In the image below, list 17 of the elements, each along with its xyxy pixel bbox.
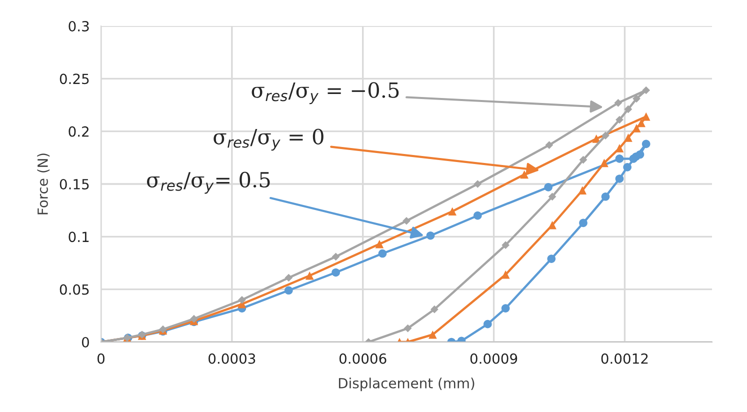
annotation: σ$_{res}$/σ$_{y}$= 0.5 xyxy=(147,172,270,194)
y-axis-title: Force (N) xyxy=(37,154,50,214)
y-tick-label: 0.25 xyxy=(60,74,89,84)
annotation: σ$_{res}$/σ$_{y}$ = −0.5 xyxy=(252,82,399,104)
x-tick-label: 0.0009 xyxy=(470,353,518,364)
annotation: σ$_{res}$/σ$_{y}$ = 0 xyxy=(214,128,324,151)
y-tick-label: 0.1 xyxy=(68,232,89,242)
x-tick-label: 0 xyxy=(97,353,104,364)
y-tick-label: 0 xyxy=(82,336,89,348)
x-tick-label: 0.0006 xyxy=(339,353,386,364)
y-tick-label: 0.2 xyxy=(68,126,88,137)
x-tick-label: 0.0012 xyxy=(601,353,648,364)
y-tick-label: 0.05 xyxy=(60,284,89,295)
x-tick-label: 0.0003 xyxy=(208,353,256,364)
x-axis-title: Displacement (mm) xyxy=(338,378,474,392)
y-tick-label: 0.3 xyxy=(68,20,89,32)
y-tick-label: 0.15 xyxy=(60,178,89,190)
